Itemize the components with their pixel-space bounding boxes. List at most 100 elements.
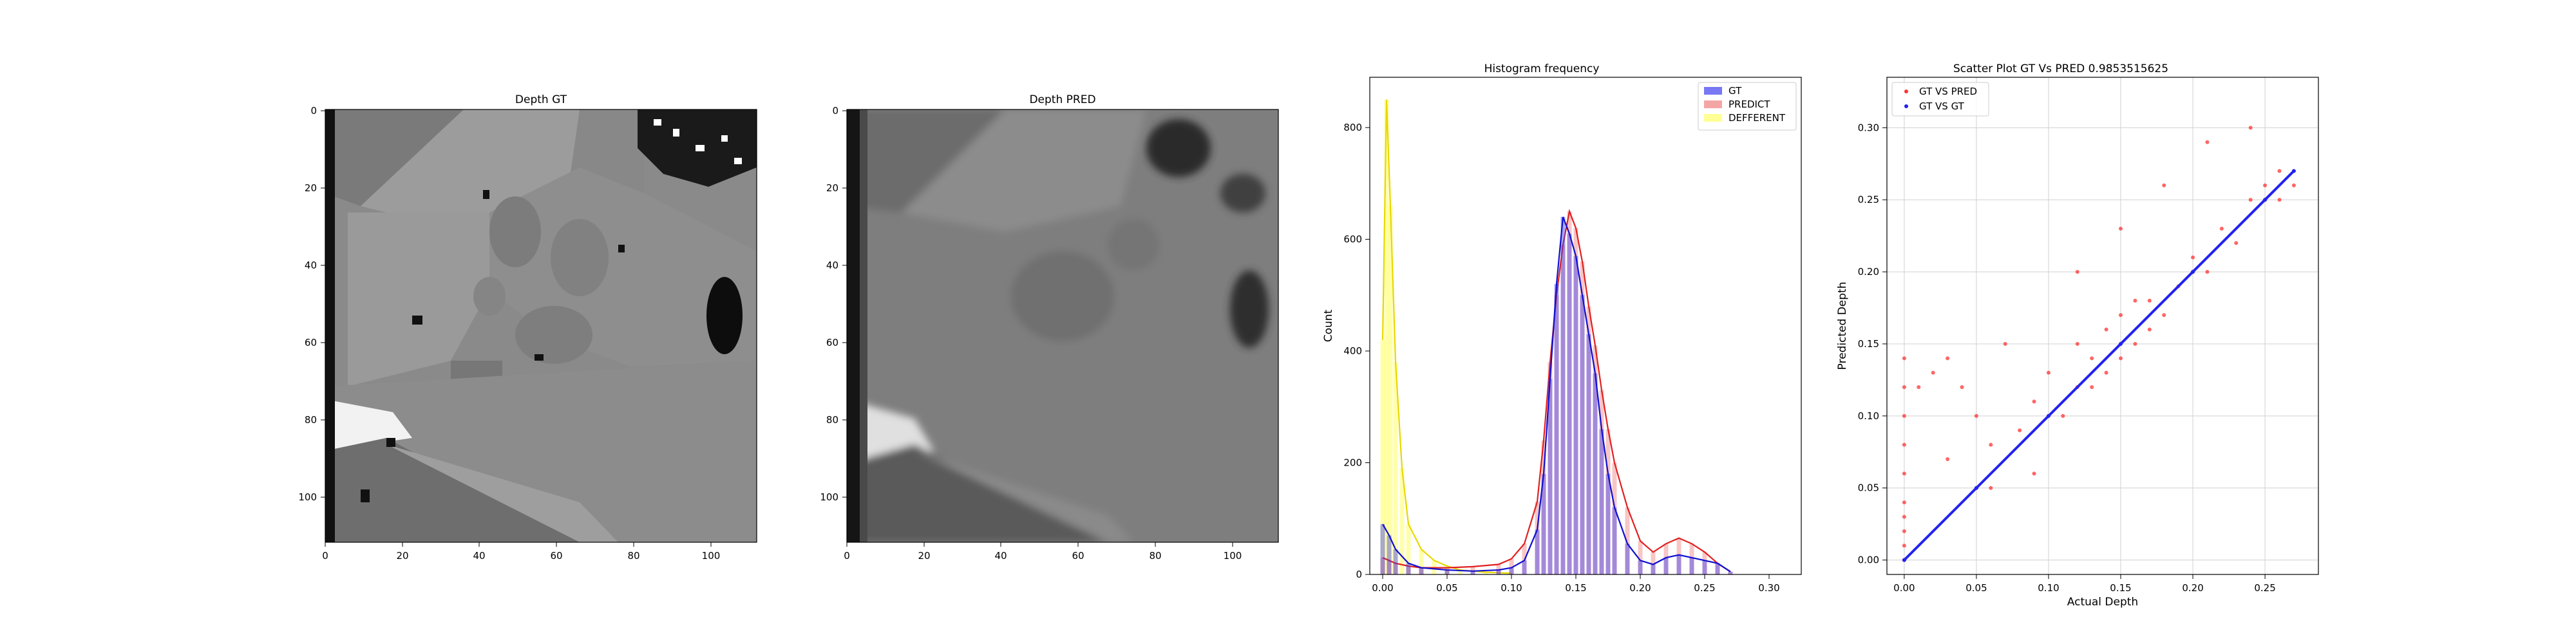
- pred-xticks: 0 20 40 60 80 100: [844, 542, 1242, 562]
- scatter-point-gt-vs-gt: [2291, 169, 2296, 173]
- scatter-point-gt-vs-pred: [1902, 471, 1906, 476]
- scatter-point-gt-vs-pred: [2205, 270, 2210, 274]
- hist-title: Histogram frequency: [1484, 62, 1600, 75]
- hist-bar-defferent: [1393, 362, 1398, 574]
- hist-bar-gt: [1586, 334, 1591, 574]
- hist-bar-predict: [1676, 538, 1681, 574]
- scatter-plot-area: [1902, 126, 2296, 562]
- scatter-point-gt-vs-pred: [1902, 356, 1906, 361]
- scatter-xtick-label: 0.25: [2254, 582, 2275, 594]
- scatter-point-gt-vs-pred: [2003, 341, 2007, 346]
- hist-xticks: 0.00 0.05 0.10 0.15 0.20 0.25 0.30: [1372, 574, 1780, 594]
- legend-label-predict: PREDICT: [1728, 99, 1770, 110]
- gt-xtick-label: 100: [702, 550, 721, 562]
- hist-bar-predict: [1605, 429, 1611, 574]
- hist-ytick-label: 200: [1343, 457, 1362, 469]
- hist-xtick-label: 0.00: [1372, 582, 1393, 594]
- scatter-point-gt-vs-pred: [2133, 298, 2137, 303]
- scatter-point-gt-vs-pred: [2133, 341, 2137, 346]
- legend-marker-gt-vs-pred: [1904, 90, 1908, 93]
- scatter-point-gt-vs-pred: [2277, 198, 2282, 202]
- pred-xtick-label: 100: [1224, 550, 1242, 562]
- scatter-point-gt-vs-pred: [2147, 298, 2152, 303]
- gt-ytick-label: 0: [310, 105, 317, 117]
- scatter-point-gt-vs-pred: [1902, 529, 1906, 533]
- scatter-point-gt-vs-pred: [2263, 183, 2268, 187]
- hist-bar-predict: [1599, 390, 1604, 574]
- hist-bar-gt: [1580, 295, 1585, 574]
- scatter-xlabel: Actual Depth: [2067, 596, 2138, 609]
- hist-xtick-label: 0.15: [1565, 582, 1586, 594]
- hist-bar-predict: [1702, 552, 1707, 574]
- scatter-point-gt-vs-pred: [2205, 140, 2210, 144]
- scatter-point-gt-vs-pred: [2104, 327, 2108, 332]
- scatter-point-gt-vs-pred: [2090, 385, 2094, 390]
- hist-xtick-label: 0.10: [1501, 582, 1522, 594]
- hist-bar-predict: [1419, 567, 1424, 574]
- scatter-xtick-label: 0.15: [2110, 582, 2131, 594]
- hist-bar-gt: [1689, 557, 1694, 574]
- hist-bar-gt: [1554, 283, 1559, 574]
- hist-bar-defferent: [1384, 99, 1389, 574]
- hist-bar-predict: [1638, 540, 1643, 574]
- legend-swatch-defferent: [1704, 114, 1722, 122]
- scatter-point-gt-vs-pred: [2119, 226, 2123, 231]
- hist-bar-predict: [1586, 306, 1591, 574]
- pred-xtick-label: 20: [918, 550, 930, 562]
- hist-ytick-label: 800: [1343, 122, 1362, 133]
- hist-bar-gt: [1728, 571, 1733, 574]
- pred-ytick-label: 100: [820, 491, 838, 503]
- legend-swatch-gt: [1704, 87, 1722, 95]
- scatter-point-gt-vs-gt: [2046, 413, 2050, 418]
- hist-xtick-label: 0.30: [1758, 582, 1779, 594]
- gt-xtick-label: 0: [322, 550, 328, 562]
- scatter-point-gt-vs-pred: [1902, 544, 1906, 548]
- scatter-point-gt-vs-pred: [1989, 442, 1993, 447]
- hist-bar-gt: [1625, 544, 1630, 574]
- gt-yticks: 0 20 40 60 80 100: [298, 105, 325, 503]
- hist-bar-predict: [1444, 567, 1450, 574]
- scatter-point-gt-vs-pred: [1902, 500, 1906, 505]
- scatter-point-gt-vs-pred: [2277, 169, 2282, 173]
- hist-ytick-label: 600: [1343, 234, 1362, 245]
- pred-ytick-label: 40: [826, 260, 838, 271]
- scatter-point-gt-vs-pred: [2219, 226, 2224, 231]
- hist-bar-predict: [1560, 245, 1566, 574]
- scatter-ytick-label: 0.30: [1858, 122, 1879, 133]
- gt-xtick-label: 40: [473, 550, 485, 562]
- hist-bar-gt: [1444, 570, 1450, 574]
- hist-bar-predict: [1728, 571, 1733, 574]
- scatter-point-gt-vs-pred: [2119, 356, 2123, 361]
- hist-bar-gt: [1715, 563, 1720, 574]
- hist-bar-predict: [1406, 565, 1411, 574]
- scatter-xtick-label: 0.05: [1965, 582, 1987, 594]
- scatter-point-gt-vs-gt: [2263, 198, 2268, 202]
- scatter-point-gt-vs-pred: [1960, 385, 1964, 390]
- hist-bar-gt: [1509, 567, 1514, 574]
- hist-bar-gt: [1567, 233, 1572, 574]
- hist-bar-predict: [1625, 507, 1630, 574]
- scatter-point-gt-vs-gt: [2191, 270, 2195, 274]
- hist-bar-gt: [1593, 373, 1598, 574]
- scatter-point-gt-vs-pred: [1946, 356, 1950, 361]
- hist-bar-gt: [1702, 560, 1707, 574]
- hist-legend: GT PREDICT DEFFERENT: [1698, 82, 1797, 131]
- hist-bar-predict: [1651, 552, 1656, 574]
- scatter-point-gt-vs-pred: [2147, 327, 2152, 332]
- scatter-point-gt-vs-pred: [2018, 428, 2022, 433]
- hist-bar-gt: [1676, 554, 1681, 574]
- scatter-point-gt-vs-pred: [2291, 183, 2296, 187]
- hist-bar-gt: [1599, 429, 1604, 574]
- panel-depth-pred: Depth PRED: [820, 93, 1279, 562]
- scatter-legend: GT VS PRED GT VS GT: [1891, 82, 1989, 117]
- scatter-point-gt-vs-pred: [2046, 370, 2050, 375]
- scatter-point-gt-vs-gt: [1974, 486, 1978, 490]
- pred-yticks: 0 20 40 60 80 100: [820, 105, 847, 503]
- hist-bar-gt: [1387, 535, 1392, 574]
- scatter-ytick-label: 0.20: [1858, 266, 1879, 278]
- hist-bar-predict: [1554, 295, 1559, 574]
- gt-ytick-label: 100: [298, 491, 317, 503]
- scatter-ytick-label: 0.10: [1858, 410, 1879, 422]
- scatter-point-gt-vs-pred: [2104, 370, 2108, 375]
